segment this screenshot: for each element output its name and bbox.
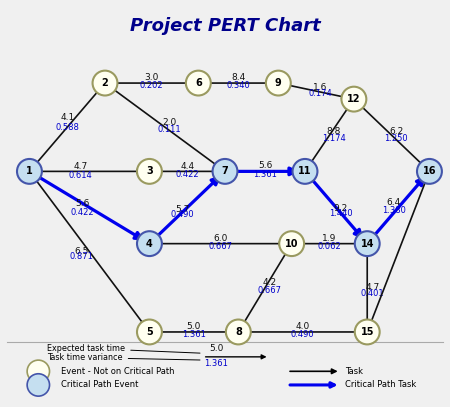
Ellipse shape [137,319,162,344]
Text: 9: 9 [275,78,282,88]
Text: 0.062: 0.062 [318,242,341,251]
Text: 2: 2 [102,78,108,88]
Ellipse shape [292,159,317,184]
Text: Task time variance: Task time variance [47,353,200,362]
Text: 5: 5 [146,327,153,337]
Text: Event - Not on Critical Path: Event - Not on Critical Path [61,367,174,376]
Ellipse shape [226,319,251,344]
Text: 6.2: 6.2 [389,127,403,136]
Text: 0.340: 0.340 [226,81,250,90]
Text: 5.6: 5.6 [76,199,90,208]
Text: Project PERT Chart: Project PERT Chart [130,17,320,35]
Text: 2.0: 2.0 [162,118,176,127]
Text: 3: 3 [146,166,153,176]
Text: 0.614: 0.614 [69,171,92,180]
Text: 4.4: 4.4 [180,162,194,171]
Text: 16: 16 [423,166,436,176]
Text: 0.174: 0.174 [309,90,333,98]
Text: 4.7: 4.7 [365,283,380,292]
Text: 10: 10 [285,239,298,249]
Text: Critical Path Task: Critical Path Task [345,381,416,389]
Text: 0.401: 0.401 [361,289,384,298]
Text: 6: 6 [195,78,202,88]
Text: 1.250: 1.250 [384,133,408,142]
Text: Expected task time: Expected task time [47,344,200,353]
Text: 0.871: 0.871 [69,252,94,261]
Text: 8.8: 8.8 [327,127,341,136]
Text: 1.9: 1.9 [322,234,337,243]
Text: 1.440: 1.440 [329,210,352,219]
Text: 9.2: 9.2 [333,204,348,213]
Text: Task: Task [345,367,363,376]
Text: 0.667: 0.667 [257,286,281,295]
Text: 7: 7 [221,166,228,176]
Text: 1.174: 1.174 [322,133,346,142]
Text: 12: 12 [347,94,360,104]
Ellipse shape [266,71,291,96]
Text: 15: 15 [360,327,374,337]
Ellipse shape [27,374,50,396]
Ellipse shape [93,71,117,96]
Text: 1.380: 1.380 [382,206,406,215]
Text: 1: 1 [26,166,33,176]
Ellipse shape [137,231,162,256]
Ellipse shape [186,71,211,96]
Text: 0.422: 0.422 [176,170,199,179]
Text: 4.1: 4.1 [60,113,74,122]
Text: 0.422: 0.422 [71,208,94,217]
Text: Critical Path Event: Critical Path Event [61,381,138,389]
Text: 1.361: 1.361 [182,330,206,339]
Text: 6.0: 6.0 [213,234,228,243]
Text: 0.202: 0.202 [140,81,163,90]
Ellipse shape [417,159,442,184]
Text: 4.0: 4.0 [296,322,310,331]
Ellipse shape [279,231,304,256]
Text: 0.490: 0.490 [171,210,194,219]
Text: 5.7: 5.7 [176,205,190,214]
Text: 6.4: 6.4 [387,198,401,207]
Ellipse shape [212,159,238,184]
Text: 0.111: 0.111 [158,125,181,134]
Text: 4.2: 4.2 [262,278,276,287]
Text: 5.0: 5.0 [209,344,223,353]
Text: 5.6: 5.6 [258,161,272,170]
Ellipse shape [137,159,162,184]
Text: 0.490: 0.490 [291,330,315,339]
Text: 8: 8 [235,327,242,337]
Ellipse shape [27,360,50,383]
Text: 4.7: 4.7 [73,162,88,171]
Ellipse shape [17,159,42,184]
Text: 1.361: 1.361 [204,359,228,368]
Text: 11: 11 [298,166,312,176]
Text: 1.361: 1.361 [253,170,277,179]
Text: 0.667: 0.667 [208,242,233,251]
Ellipse shape [355,319,380,344]
Text: 5.0: 5.0 [187,322,201,331]
Text: 3.0: 3.0 [144,72,159,81]
Text: 0.588: 0.588 [55,123,79,132]
Text: 6.5: 6.5 [74,247,89,256]
Ellipse shape [355,231,380,256]
Text: 8.4: 8.4 [231,73,245,82]
Text: 1.6: 1.6 [313,83,328,92]
Ellipse shape [342,87,366,112]
Text: 14: 14 [360,239,374,249]
Text: 4: 4 [146,239,153,249]
